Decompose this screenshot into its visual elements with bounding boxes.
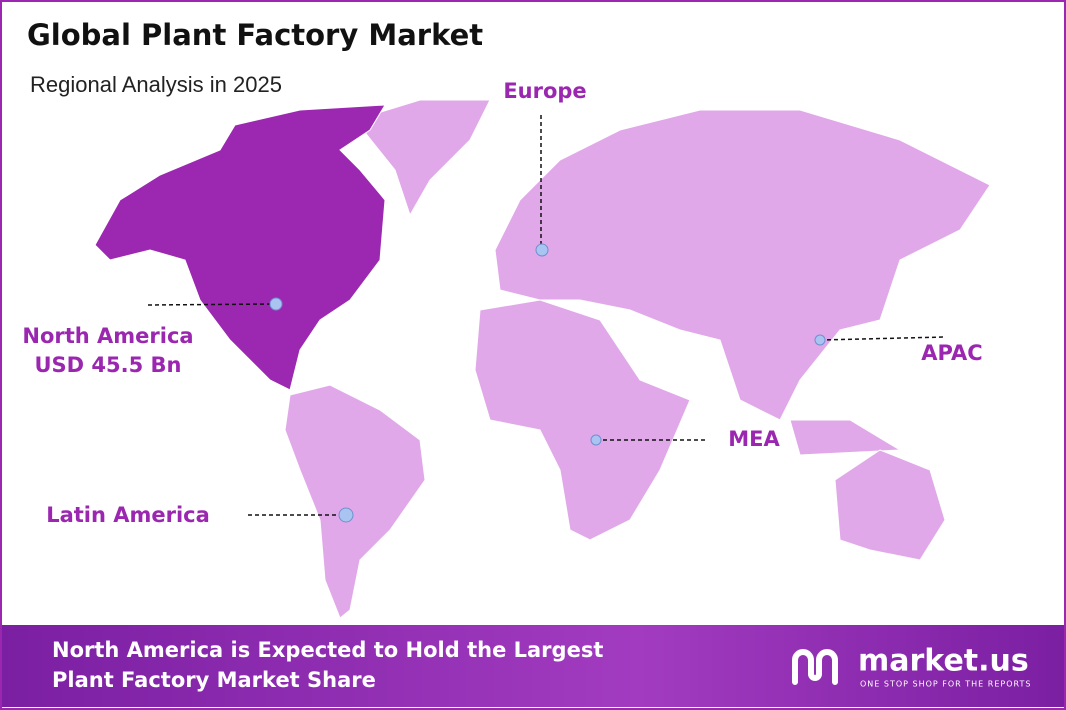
region-label: APAC bbox=[921, 341, 982, 365]
greenland bbox=[354, 99, 491, 217]
region-value: USD 45.5 Bn bbox=[35, 353, 182, 377]
marker bbox=[269, 297, 283, 311]
marker bbox=[535, 243, 549, 257]
south-america bbox=[284, 384, 426, 619]
brand: market.us bbox=[858, 644, 1029, 679]
tagline: ONE STOP SHOP FOR THE REPORTS bbox=[860, 680, 1031, 689]
region-label: Europe bbox=[503, 79, 586, 103]
africa bbox=[474, 299, 691, 541]
footer-text: Plant Factory Market Share bbox=[52, 668, 376, 692]
footer-text: North America is Expected to Hold the La… bbox=[52, 638, 603, 662]
north-america bbox=[94, 104, 386, 391]
marker bbox=[338, 507, 354, 523]
region-label: North America bbox=[22, 324, 193, 348]
marker bbox=[814, 334, 826, 346]
australia bbox=[834, 449, 946, 561]
logo: market.us ONE STOP SHOP FOR THE REPORTS bbox=[792, 644, 1031, 689]
southeast-asia bbox=[789, 419, 902, 456]
leader-line bbox=[147, 303, 277, 306]
title: Global Plant Factory Market bbox=[27, 18, 483, 52]
world-map bbox=[94, 99, 991, 619]
region-label: Latin America bbox=[46, 503, 210, 527]
footer-band bbox=[2, 625, 1064, 707]
subtitle: Regional Analysis in 2025 bbox=[30, 72, 282, 97]
logo-icon bbox=[792, 649, 838, 685]
marker bbox=[590, 434, 602, 446]
eurasia bbox=[494, 109, 991, 421]
region-label: MEA bbox=[728, 427, 780, 451]
